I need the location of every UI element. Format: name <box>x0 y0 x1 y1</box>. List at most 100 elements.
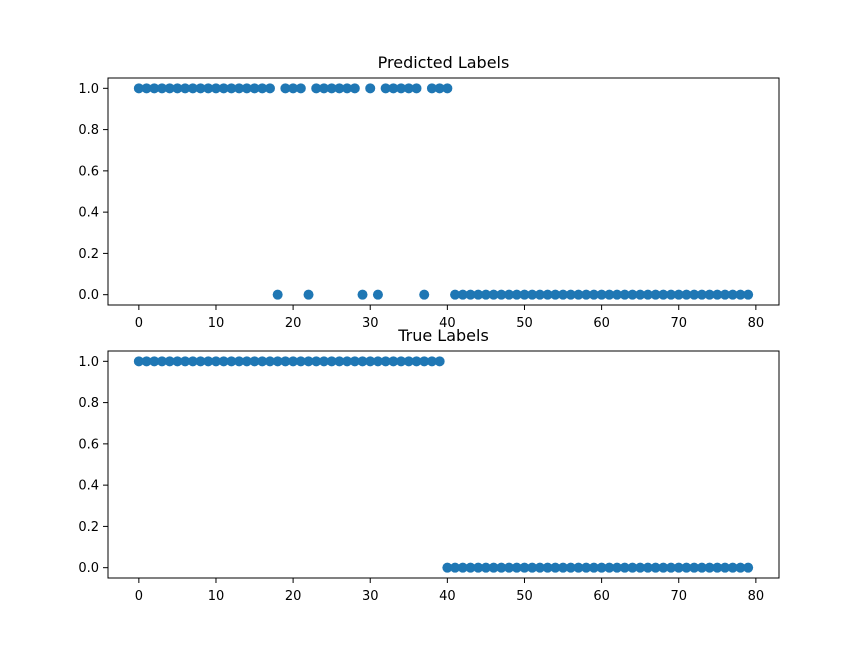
x-tick-label: 70 <box>670 316 687 331</box>
data-point <box>573 289 584 300</box>
data-point <box>542 289 553 300</box>
data-point <box>488 289 499 300</box>
data-point <box>650 289 661 300</box>
data-point <box>303 289 314 300</box>
data-point <box>342 356 353 367</box>
data-point <box>727 562 738 573</box>
x-tick-label: 80 <box>748 589 765 604</box>
data-point <box>426 83 437 94</box>
data-point <box>712 289 723 300</box>
data-point <box>542 562 553 573</box>
y-tick-label: 0.4 <box>78 479 99 494</box>
data-point <box>357 356 368 367</box>
data-point <box>480 289 491 300</box>
data-point <box>735 289 746 300</box>
data-point <box>658 289 669 300</box>
data-point <box>534 289 545 300</box>
data-point <box>666 562 677 573</box>
data-point <box>666 289 677 300</box>
data-point <box>704 562 715 573</box>
data-point <box>141 83 152 94</box>
data-point <box>635 289 646 300</box>
data-point <box>203 356 214 367</box>
data-point <box>411 83 422 94</box>
data-point <box>465 289 476 300</box>
data-point <box>180 83 191 94</box>
data-point <box>465 562 476 573</box>
data-point <box>365 356 376 367</box>
y-tick-label: 0.0 <box>78 561 99 576</box>
data-point <box>403 356 414 367</box>
data-point <box>558 562 569 573</box>
data-point <box>689 562 700 573</box>
data-point <box>241 356 252 367</box>
data-point <box>689 289 700 300</box>
y-tick-label: 1.0 <box>78 355 99 370</box>
data-point <box>434 83 445 94</box>
data-point <box>241 83 252 94</box>
data-point <box>550 562 561 573</box>
chart-title: True Labels <box>397 326 489 345</box>
y-tick-label: 0.0 <box>78 288 99 303</box>
data-point <box>527 562 538 573</box>
data-point <box>457 562 468 573</box>
data-point <box>527 289 538 300</box>
data-point <box>288 356 299 367</box>
axis-ticks: 0 10 20 30 40 50 60 70 80 0.0 0.2 0.4 0.6 0.8 1.0 <box>78 82 764 331</box>
data-point <box>164 356 175 367</box>
data-point <box>612 289 623 300</box>
data-point <box>519 289 530 300</box>
data-point <box>720 289 731 300</box>
data-point <box>596 289 607 300</box>
data-point <box>720 562 731 573</box>
data-point <box>673 289 684 300</box>
data-point <box>149 83 160 94</box>
data-point <box>588 289 599 300</box>
data-point <box>288 83 299 94</box>
data-point <box>311 356 322 367</box>
data-point <box>642 562 653 573</box>
data-point <box>326 83 337 94</box>
data-point <box>588 562 599 573</box>
data-point <box>164 83 175 94</box>
data-point <box>612 562 623 573</box>
data-point <box>218 356 229 367</box>
data-point <box>203 83 214 94</box>
data-point <box>442 83 453 94</box>
data-point <box>187 356 198 367</box>
x-tick-label: 70 <box>670 589 687 604</box>
data-point <box>704 289 715 300</box>
y-tick-label: 0.2 <box>78 520 99 535</box>
data-point <box>326 356 337 367</box>
data-point <box>141 356 152 367</box>
data-point <box>234 356 245 367</box>
data-point <box>187 83 198 94</box>
data-point <box>735 562 746 573</box>
data-point <box>565 562 576 573</box>
y-tick-label: 0.6 <box>78 437 99 452</box>
data-point <box>388 356 399 367</box>
data-point <box>558 289 569 300</box>
data-point <box>681 562 692 573</box>
data-point <box>511 289 522 300</box>
data-point <box>727 289 738 300</box>
data-point <box>180 356 191 367</box>
data-point <box>434 356 445 367</box>
data-point <box>149 356 160 367</box>
data-point <box>318 83 329 94</box>
data-point <box>264 356 275 367</box>
data-point <box>172 356 183 367</box>
data-point <box>234 83 245 94</box>
data-point <box>596 562 607 573</box>
data-point <box>504 289 515 300</box>
data-point <box>604 289 615 300</box>
data-point <box>264 83 275 94</box>
data-point <box>627 289 638 300</box>
data-point <box>403 83 414 94</box>
y-tick-label: 0.4 <box>78 206 99 221</box>
x-tick-label: 60 <box>593 589 610 604</box>
data-point <box>372 356 383 367</box>
x-tick-label: 60 <box>593 316 610 331</box>
data-point <box>342 83 353 94</box>
